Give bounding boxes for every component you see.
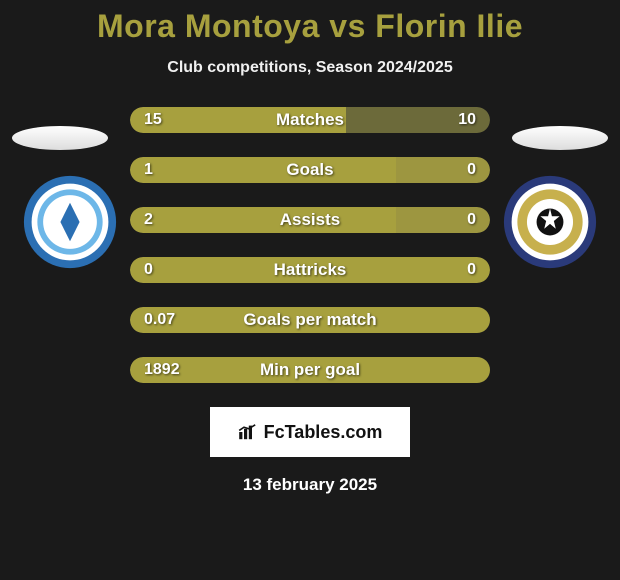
stat-bar-left — [130, 107, 346, 133]
stat-bar-right — [396, 157, 490, 183]
stat-row: Matches1510 — [0, 107, 620, 133]
stat-bar-left — [130, 307, 490, 333]
stat-row: Assists20 — [0, 207, 620, 233]
stat-row: Goals per match0.07 — [0, 307, 620, 333]
stat-bar-left — [130, 357, 490, 383]
stat-row: Hattricks00 — [0, 257, 620, 283]
stat-bar: Goals10 — [130, 157, 490, 183]
stat-row: Min per goal1892 — [0, 357, 620, 383]
stat-bar: Matches1510 — [130, 107, 490, 133]
stat-bar: Min per goal1892 — [130, 357, 490, 383]
stat-bar-right — [346, 107, 490, 133]
fctables-text: FcTables.com — [264, 422, 383, 443]
date-text: 13 february 2025 — [0, 475, 620, 495]
fctables-badge[interactable]: FcTables.com — [210, 407, 410, 457]
vs-text: vs — [329, 8, 366, 44]
chart-icon — [238, 424, 258, 440]
stat-bar: Hattricks00 — [130, 257, 490, 283]
page-title: Mora Montoya vs Florin Ilie — [0, 0, 620, 45]
stat-bar-right — [310, 257, 490, 283]
stat-bar: Assists20 — [130, 207, 490, 233]
stats-container: Matches1510 Goals10 Assists20 Hattricks00 Go… — [0, 107, 620, 383]
stat-bar-left — [130, 207, 396, 233]
stat-bar-right — [396, 207, 490, 233]
stat-bar-left — [130, 157, 396, 183]
player1-name: Mora Montoya — [97, 8, 320, 44]
stat-bar: Goals per match0.07 — [130, 307, 490, 333]
stat-row: Goals10 — [0, 157, 620, 183]
stat-bar-left — [130, 257, 310, 283]
subtitle: Club competitions, Season 2024/2025 — [0, 59, 620, 77]
player2-name: Florin Ilie — [375, 8, 523, 44]
